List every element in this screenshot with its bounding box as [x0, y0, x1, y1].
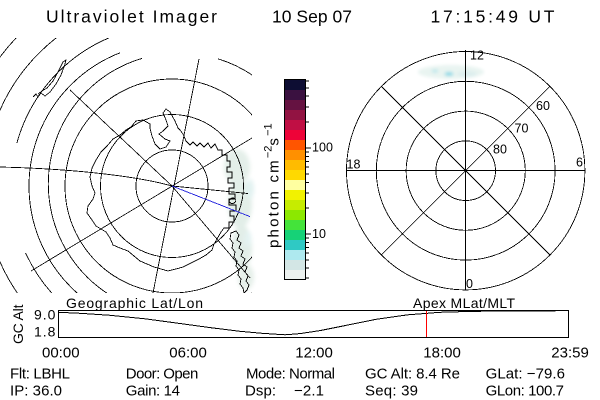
svg-text:Door: Open: Door: Open — [126, 366, 199, 383]
svg-text:Mode: Normal: Mode: Normal — [246, 366, 335, 383]
svg-text:GC Alt: 8.4 Re: GC Alt: 8.4 Re — [365, 366, 460, 383]
svg-text:Geographic Lat/Lon: Geographic Lat/Lon — [66, 295, 203, 311]
svg-text:Gain: 14: Gain: 14 — [126, 383, 180, 400]
svg-text:00:00: 00:00 — [42, 344, 80, 361]
svg-text:100: 100 — [312, 141, 333, 155]
svg-text:6: 6 — [576, 156, 583, 170]
svg-text:Apex MLat/MLT: Apex MLat/MLT — [413, 295, 515, 311]
svg-text:23:59: 23:59 — [551, 344, 589, 361]
svg-text:0: 0 — [466, 277, 473, 291]
svg-text:18: 18 — [347, 157, 361, 171]
svg-text:1.8: 1.8 — [34, 324, 56, 340]
svg-text:Seq: 39: Seq: 39 — [365, 383, 418, 400]
svg-text:GLat: −79.6: GLat: −79.6 — [486, 366, 565, 383]
svg-text:60: 60 — [536, 99, 550, 113]
svg-text:photon cm−2s−1: photon cm−2s−1 — [263, 123, 283, 248]
svg-text:−2.1: −2.1 — [294, 383, 324, 400]
svg-text:Flt: LBHL: Flt: LBHL — [10, 366, 70, 383]
svg-text:12: 12 — [470, 49, 484, 63]
svg-text:GC Alt: GC Alt — [10, 304, 26, 344]
svg-text:17:15:49 UT: 17:15:49 UT — [431, 7, 555, 27]
svg-text:9.0: 9.0 — [34, 307, 56, 323]
svg-text:10 Sep 07: 10 Sep 07 — [272, 7, 352, 27]
svg-text:18:00: 18:00 — [423, 344, 461, 361]
svg-text:12:00: 12:00 — [295, 344, 333, 361]
svg-text:GLon: 100.7: GLon: 100.7 — [486, 383, 564, 400]
svg-text:10: 10 — [312, 227, 326, 241]
svg-text:IP: 36.0: IP: 36.0 — [10, 383, 62, 400]
svg-text:Dsp:: Dsp: — [245, 383, 276, 400]
svg-text:80: 80 — [493, 142, 507, 156]
svg-text:70: 70 — [515, 121, 529, 135]
svg-text:06:00: 06:00 — [169, 344, 207, 361]
